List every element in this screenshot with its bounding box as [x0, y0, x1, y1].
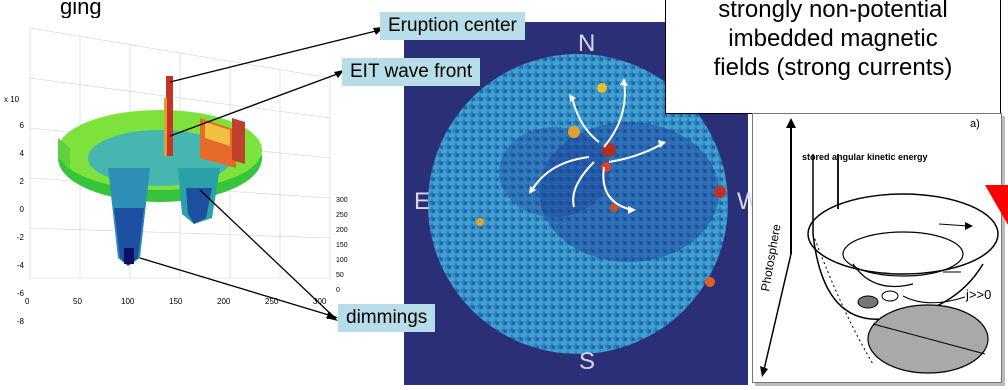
current-density-label: j>>0 — [966, 287, 992, 302]
y-tick: 6 — [19, 121, 24, 130]
y-multiplier-label: x 10 — [4, 95, 20, 104]
y-tick: 2 — [19, 177, 24, 186]
z-tick: 250 — [336, 212, 348, 219]
x-tick: 200 — [217, 297, 231, 306]
z-tick: 0 — [336, 287, 340, 294]
y-tick: -2 — [16, 233, 24, 242]
x-tick-labels: 0 50 100 150 200 250 300 — [25, 297, 343, 306]
y-tick-labels: 6 4 2 0 -2 -4 -6 -8 — [10, 112, 24, 336]
eit-wave-front-callout: EIT wave front — [342, 58, 481, 86]
y-tick: -4 — [16, 261, 24, 270]
compass-north: N — [578, 30, 596, 57]
x-tick: 100 — [121, 297, 135, 306]
eruption-center-callout: Eruption center — [380, 12, 525, 40]
dimmings-callout: dimmings — [338, 304, 436, 332]
compass-south: S — [579, 348, 596, 375]
z-tick-labels: 300 250 200 150 100 50 0 — [336, 193, 348, 298]
y-tick: -6 — [16, 289, 24, 298]
compass-east: E — [414, 188, 431, 215]
z-tick: 200 — [336, 227, 348, 234]
field-sketch-panel — [752, 113, 1002, 383]
z-tick: 100 — [336, 257, 348, 264]
top-left-fragment: ging — [60, 0, 102, 19]
surface-plot-3d — [0, 18, 360, 318]
stored-energy-label: stored angular kinetic energy — [802, 152, 928, 162]
note-line: strongly non-potential — [718, 0, 948, 23]
y-tick: 0 — [19, 205, 24, 214]
note-line: fields (strong currents) — [713, 54, 953, 81]
red-pointer-arrow — [985, 185, 1008, 225]
z-tick: 50 — [336, 272, 344, 279]
solar-disk-panel — [404, 22, 748, 385]
y-tick: -8 — [16, 317, 24, 326]
sketch-panel-label: a) — [970, 118, 980, 130]
x-tick: 150 — [169, 297, 183, 306]
x-tick: 250 — [265, 297, 279, 306]
field-sketch-drawing — [760, 118, 999, 377]
x-tick: 50 — [73, 297, 82, 306]
solar-disk-image — [428, 54, 728, 354]
note-line: imbedded magnetic — [728, 25, 938, 52]
z-tick: 150 — [336, 242, 348, 249]
y-tick: 4 — [19, 149, 24, 158]
z-tick: 300 — [336, 197, 348, 204]
x-tick: 0 — [25, 297, 30, 306]
magnetic-fields-note-box: strongly non-potential imbedded magnetic… — [665, 0, 1001, 114]
